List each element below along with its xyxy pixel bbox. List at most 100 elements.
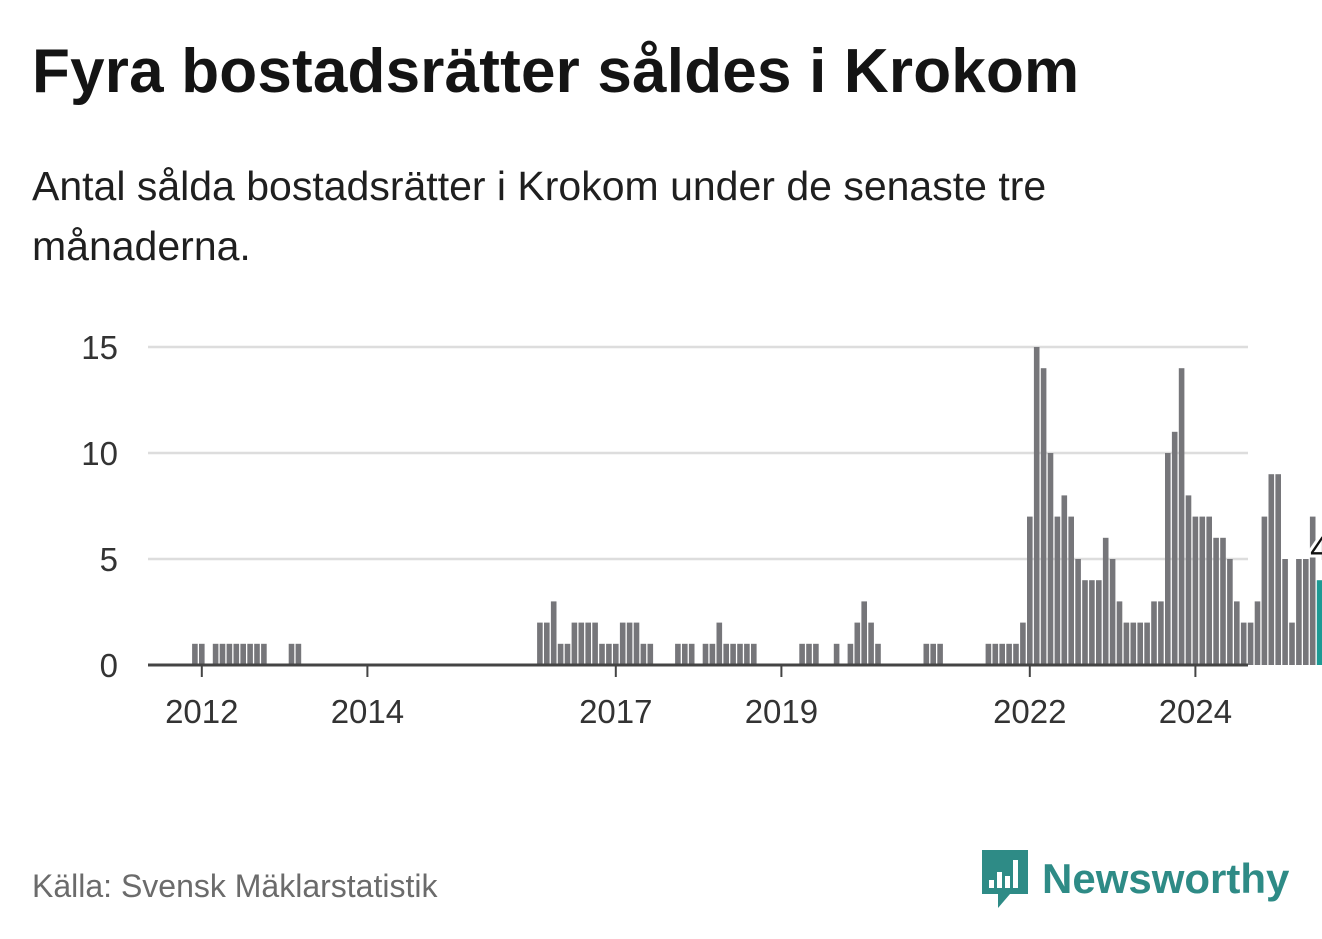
bar: [254, 643, 260, 665]
bar: [233, 643, 240, 665]
bar: [723, 643, 729, 665]
x-tick-label: 2019: [745, 693, 818, 730]
bar: [1178, 368, 1185, 665]
bar: [1234, 601, 1240, 665]
bar: [1006, 643, 1012, 665]
y-tick-label: 15: [81, 329, 118, 366]
bar: [675, 643, 681, 665]
bar: [1082, 580, 1088, 665]
bar: [737, 643, 743, 665]
bar: [599, 643, 605, 665]
bar: [1013, 643, 1019, 665]
bar: [1054, 516, 1061, 665]
x-tick-label: 2014: [331, 693, 404, 730]
bar: [799, 643, 805, 665]
bar: [875, 643, 881, 665]
bar: [930, 643, 936, 665]
bar: [1033, 347, 1040, 665]
bar: [709, 643, 716, 665]
bar: [1096, 580, 1102, 665]
bar: [240, 643, 246, 665]
bar: [564, 643, 571, 665]
y-tick-label: 10: [81, 435, 118, 472]
bar: [1275, 474, 1281, 665]
bar: [571, 622, 578, 665]
bar: [1144, 622, 1150, 665]
bar: [868, 622, 874, 665]
bar: [1102, 537, 1109, 665]
bar: [1171, 431, 1178, 665]
bar: [537, 622, 543, 665]
bar: [999, 643, 1005, 665]
source-note: Källa: Svensk Mäklarstatistik: [32, 868, 438, 904]
bar: [1040, 368, 1047, 665]
bar: [550, 601, 557, 665]
bar: [212, 643, 219, 665]
bar: [626, 622, 633, 665]
bar: [806, 643, 812, 665]
bar: [578, 622, 585, 665]
bar: [751, 643, 757, 665]
bar: [647, 643, 654, 665]
bar: [592, 622, 598, 665]
page-title: Fyra bostadsrätter såldes i Krokom: [32, 37, 1080, 106]
bar: [716, 622, 723, 665]
x-tick-label: 2012: [165, 693, 238, 730]
bar: [1165, 453, 1171, 665]
bar: [854, 622, 861, 665]
bar: [557, 643, 564, 665]
bar: [295, 643, 302, 665]
bar: [619, 622, 626, 665]
bar: [247, 643, 253, 665]
bar: [199, 643, 205, 665]
bar: [288, 643, 295, 665]
bar: [1116, 601, 1123, 665]
bar: [1192, 516, 1199, 665]
bar: [1089, 580, 1095, 665]
bar: [1213, 537, 1219, 665]
bar: [688, 643, 695, 665]
bar: [1061, 495, 1068, 665]
bar: [1282, 559, 1288, 665]
bar: [1020, 622, 1026, 665]
bar: [1296, 559, 1302, 665]
bar: [1123, 622, 1130, 665]
brand-logo[interactable]: Newsworthy: [980, 848, 1289, 910]
bar: [640, 643, 647, 665]
bar: [226, 643, 233, 665]
bar: [1137, 622, 1143, 665]
bar: [1047, 453, 1054, 665]
bar: [937, 643, 943, 665]
bar: [261, 643, 267, 665]
bar: [1247, 622, 1254, 665]
bar: [1268, 474, 1275, 665]
bar: [744, 643, 750, 665]
bar: [1130, 622, 1137, 665]
y-tick-label: 5: [100, 541, 118, 578]
bar-chart: 0 5 10 15 2012 2014 2017 2019 2022 2024 4: [81, 329, 1322, 730]
bar: [1303, 559, 1309, 665]
bar: [847, 643, 854, 665]
bar: [923, 643, 930, 665]
x-tick-label: 2022: [993, 693, 1066, 730]
bar: [992, 643, 999, 665]
bar: [730, 643, 736, 665]
bar: [702, 643, 709, 665]
bar: [613, 643, 619, 665]
chart-subtitle: Antal sålda bostadsrätter i Krokom under…: [32, 163, 1047, 269]
last-value-label: 4: [1310, 530, 1322, 568]
bar: [219, 643, 226, 665]
bar: [606, 643, 612, 665]
bar: [1289, 622, 1295, 665]
bar: [1185, 495, 1192, 665]
bar: [192, 643, 198, 665]
bar: [1254, 601, 1261, 665]
bar: [1220, 537, 1226, 665]
bar: [585, 622, 591, 665]
bar: [1199, 516, 1206, 665]
bar: [1109, 559, 1116, 665]
bar: [1151, 601, 1157, 665]
y-tick-label: 0: [100, 647, 118, 684]
bar: [633, 622, 640, 665]
bar: [813, 643, 819, 665]
